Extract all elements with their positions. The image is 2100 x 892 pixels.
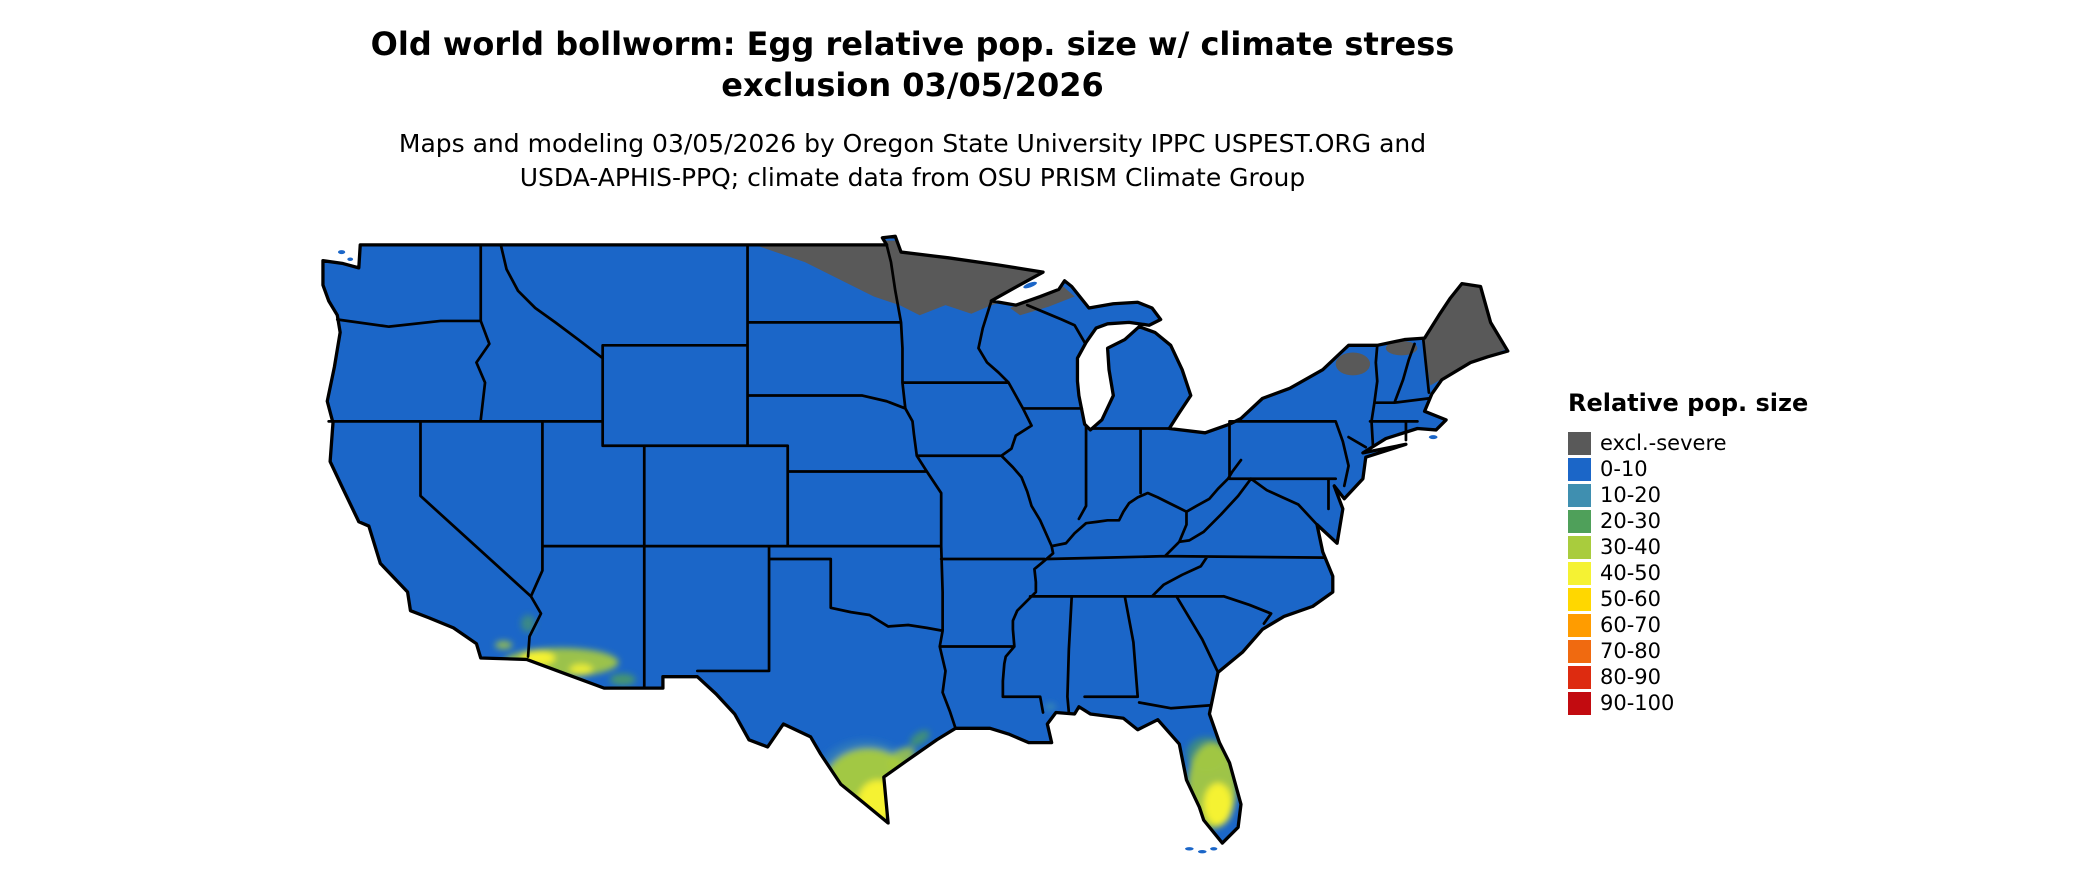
legend-title: Relative pop. size [1568, 389, 1809, 417]
legend: Relative pop. size excl.-severe 0-10 10-… [1568, 388, 1808, 716]
island-puget-speck1 [338, 250, 346, 255]
legend-item: 50-60 [1568, 586, 1808, 612]
island-florida-key1 [1185, 847, 1194, 851]
island-puget-speck2 [347, 257, 354, 261]
legend-item: excl.-severe [1568, 430, 1808, 456]
map-subtitle: Maps and modeling 03/05/2026 by Oregon S… [295, 127, 1530, 195]
legend-item-label: 20-30 [1600, 509, 1662, 533]
hotspot-texas-coast-speck [909, 730, 930, 747]
hotspot-south-florida-core [1203, 782, 1233, 826]
legend-items: excl.-severe 0-10 10-20 20-30 30-40 40-5… [1568, 430, 1808, 716]
legend-color-swatch [1568, 431, 1591, 455]
legend-item-label: 40-50 [1600, 561, 1662, 585]
excluded-region-upper-peninsula [1010, 285, 1075, 316]
hotspot-california-speck [495, 640, 513, 650]
legend-color-swatch [1568, 457, 1591, 481]
legend-color-swatch [1568, 613, 1591, 637]
legend-item-label: 0-10 [1600, 457, 1648, 481]
legend-color-swatch [1568, 509, 1591, 533]
legend-item-label: 80-90 [1600, 665, 1662, 689]
legend-item: 40-50 [1568, 560, 1808, 586]
hotspot-colorado-river-speck [520, 614, 536, 633]
legend-item-label: 50-60 [1600, 587, 1662, 611]
us-land-fill [322, 236, 1508, 844]
map-subtitle-line2: USDA-APHIS-PPQ; climate data from OSU PR… [519, 163, 1306, 192]
island-florida-key2 [1197, 849, 1207, 854]
excluded-region-maine [1423, 283, 1505, 386]
hotspot-gulf-coast-speck [1044, 703, 1056, 711]
legend-color-swatch [1568, 691, 1591, 715]
map-title-line2: exclusion 03/05/2026 [721, 66, 1104, 104]
legend-item-label: 90-100 [1600, 691, 1675, 715]
legend-color-swatch [1568, 587, 1591, 611]
offshore-islands [338, 250, 1438, 854]
legend-item: 10-20 [1568, 482, 1808, 508]
map-subtitle-line1: Maps and modeling 03/05/2026 by Oregon S… [398, 129, 1427, 158]
legend-color-swatch [1568, 561, 1591, 585]
map-title: Old world bollworm: Egg relative pop. si… [295, 24, 1530, 106]
legend-color-swatch [1568, 535, 1591, 559]
us-map [321, 234, 1510, 854]
hotspot-arizona-core2 [569, 663, 593, 676]
hotspot-texas-coast-strip [887, 746, 915, 770]
legend-item: 60-70 [1568, 612, 1808, 638]
state-borders [327, 243, 1431, 730]
legend-item: 30-40 [1568, 534, 1808, 560]
legend-item-label: 70-80 [1600, 639, 1662, 663]
legend-item-label: 60-70 [1600, 613, 1662, 637]
legend-color-swatch [1568, 639, 1591, 663]
legend-item-label: 10-20 [1600, 483, 1662, 507]
legend-item: 80-90 [1568, 664, 1808, 690]
legend-item: 0-10 [1568, 456, 1808, 482]
island-isle-royale [1023, 281, 1037, 289]
island-florida-key3 [1210, 847, 1218, 851]
legend-item: 20-30 [1568, 508, 1808, 534]
legend-item: 90-100 [1568, 690, 1808, 716]
island-nantucket [1428, 435, 1438, 440]
legend-item-label: excl.-severe [1600, 431, 1727, 455]
us-outline-stroke [321, 234, 1510, 845]
excluded-region-adirondacks [1335, 352, 1371, 376]
hotspot-arizona-east-speck [609, 673, 636, 686]
legend-item: 70-80 [1568, 638, 1808, 664]
legend-item-label: 30-40 [1600, 535, 1662, 559]
legend-color-swatch [1568, 665, 1591, 689]
header: Old world bollworm: Egg relative pop. si… [295, 24, 1530, 195]
excluded-region-vermont-nh [1385, 341, 1418, 356]
legend-color-swatch [1568, 483, 1591, 507]
map-title-line1: Old world bollworm: Egg relative pop. si… [370, 25, 1455, 63]
